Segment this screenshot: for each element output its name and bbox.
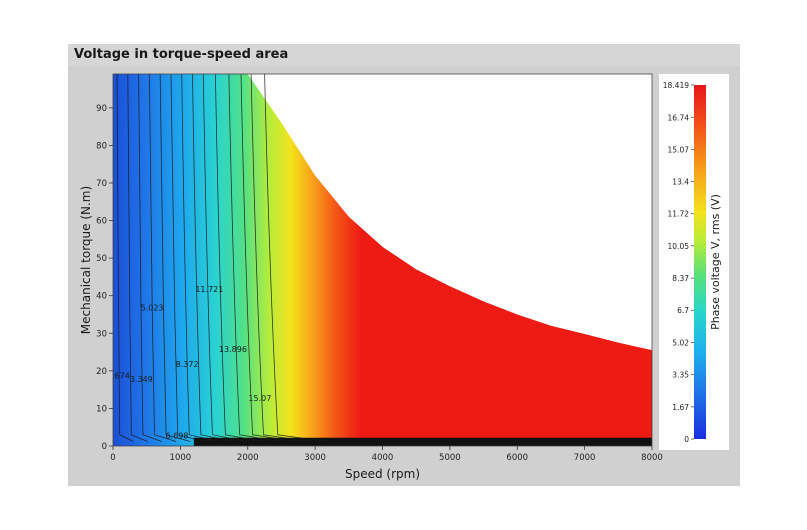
y-tick-label: 70 <box>96 179 107 189</box>
y-tick-label: 60 <box>96 217 107 227</box>
contour-line <box>250 74 310 442</box>
colorbar-gradient <box>694 85 706 439</box>
contour-line <box>240 74 296 442</box>
y-tick-label: 40 <box>96 292 107 302</box>
colorbar-layer: 18.419 16.74 15.07 13.4 11.72 10.05 8.37 6.7 5.0… <box>659 74 729 450</box>
contour-line <box>181 74 220 442</box>
y-tick-label: 10 <box>96 404 107 414</box>
contour-label: 11.721 <box>195 285 223 294</box>
x-tick-label: 5000 <box>439 453 461 463</box>
colorbar-tick-label: 0 <box>684 435 689 444</box>
colorbar-tick-label: 15.07 <box>668 145 690 154</box>
x-tick-label: 3000 <box>304 453 326 463</box>
plot-layer: 1.674 3.349 5.023 6.698 8.372 11.721 13.896 15.… <box>107 74 652 446</box>
y-tick-label: 90 <box>96 104 107 114</box>
colorbar-tick-label: 1.67 <box>672 403 689 412</box>
contour-line <box>264 74 327 442</box>
contour-line <box>116 74 134 442</box>
contour-label: 3.349 <box>130 375 153 384</box>
contour-label: 1.674 <box>107 371 130 380</box>
y-axis-label: Mechanical torque (N.m) <box>79 186 93 334</box>
x-tick-label: 2000 <box>237 453 259 463</box>
x-tick-label: 8000 <box>641 453 663 463</box>
colorbar-tick-label: 11.72 <box>668 210 690 219</box>
contour-label: 13.896 <box>219 345 247 354</box>
heatmap-region <box>113 74 652 446</box>
chart-svg: 1.674 3.349 5.023 6.698 8.372 11.721 13.896 15.… <box>79 73 729 481</box>
contour-line <box>138 74 162 442</box>
heatmap-group: 1.674 3.349 5.023 6.698 8.372 11.721 13.896 15.… <box>107 74 652 446</box>
colorbar-tick-label: 6.7 <box>677 306 689 315</box>
colorbar-tick-label: 5.02 <box>672 339 689 348</box>
x-tick-label: 0 <box>110 453 115 463</box>
axis-layer: 0 1000 2000 3000 4000 5000 6000 7000 8000 0 10 20 30… <box>79 73 663 481</box>
y-tick-label: 0 <box>102 442 107 452</box>
colorbar-tick-label: 10.05 <box>668 242 690 251</box>
contour-line <box>159 74 191 442</box>
contour-label: 6.698 <box>166 431 189 440</box>
y-tick-label: 30 <box>96 329 107 339</box>
colorbar-tick-label: 3.35 <box>672 371 689 380</box>
contour-label: 8.372 <box>176 360 199 369</box>
contour-line <box>228 74 281 442</box>
colorbar-tick-label: 13.4 <box>672 177 689 186</box>
x-tick-label: 6000 <box>506 453 528 463</box>
x-tick-label: 1000 <box>170 453 192 463</box>
contour-label: 15.07 <box>248 394 271 403</box>
y-tick-label: 20 <box>96 367 107 377</box>
contour-line <box>170 74 205 442</box>
panel-title: Voltage in torque-speed area <box>74 47 289 62</box>
y-tick-label: 80 <box>96 141 107 151</box>
colorbar-label: Phase voltage V, rms (V) <box>709 194 722 330</box>
contour-label: 5.023 <box>141 304 164 313</box>
contour-line <box>127 74 148 442</box>
chart-panel: Voltage in torque-speed area <box>68 44 740 486</box>
colorbar-tick-label: 18.419 <box>663 81 689 90</box>
y-tick-label: 50 <box>96 254 107 264</box>
contour-line <box>148 74 177 442</box>
contour-line <box>202 74 248 442</box>
x-tick-label: 4000 <box>372 453 394 463</box>
colorbar-tick-label: 16.74 <box>668 113 690 122</box>
low-torque-band <box>193 437 652 446</box>
x-axis-label: Speed (rpm) <box>345 467 420 481</box>
colorbar-tick-label: 8.37 <box>672 274 689 283</box>
contour-line <box>215 74 264 442</box>
contour-line <box>192 74 234 442</box>
x-tick-label: 7000 <box>574 453 596 463</box>
